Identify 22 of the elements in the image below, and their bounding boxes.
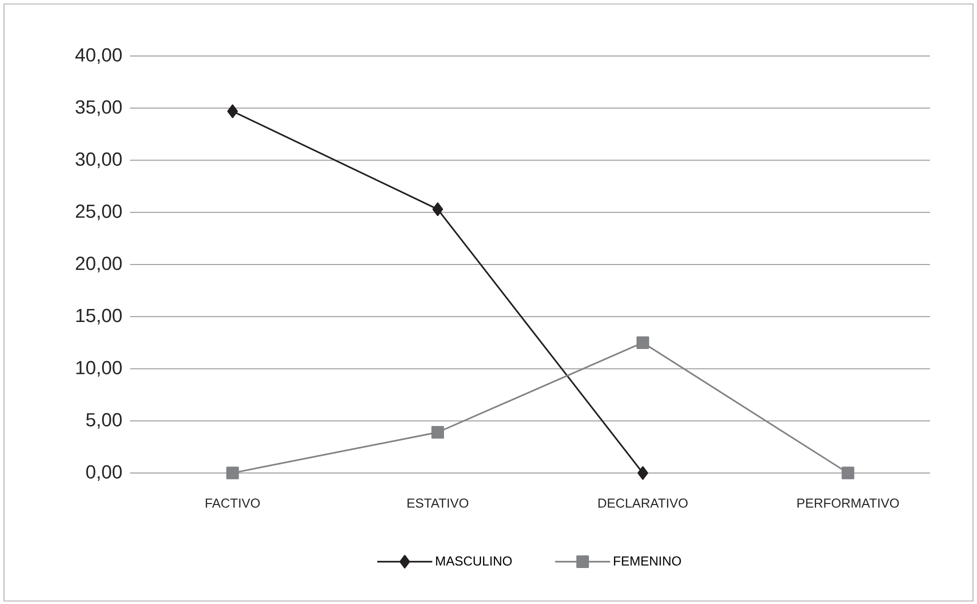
x-tick-label: DECLARATIVO [598, 498, 688, 508]
y-tick-label: 30,00 [76, 152, 122, 168]
point [636, 336, 650, 349]
y-tick-label: 25,00 [76, 204, 122, 220]
point [431, 426, 444, 439]
point [226, 466, 239, 480]
y-tick-label: 15,00 [76, 308, 122, 324]
x-tick-label: FACTIVO [206, 498, 260, 508]
y-tick-label: 40,00 [75, 48, 122, 64]
legend-label: FEMENINO [614, 556, 681, 566]
y-tick-label: 5,00 [86, 413, 122, 429]
y-tick-label: 10,00 [76, 360, 122, 377]
y-tick-label: 0,00 [86, 465, 122, 481]
point [227, 104, 238, 118]
legend-label: MASCULINO [436, 556, 512, 566]
y-tick-label: 20,00 [76, 256, 122, 272]
point [432, 202, 443, 216]
y-tick-label: 35,00 [76, 100, 122, 116]
point [842, 466, 854, 480]
x-tick-label: PERFORMATIVO [797, 498, 899, 508]
x-tick-label: ESTATIVO [408, 498, 468, 508]
point [638, 466, 648, 480]
